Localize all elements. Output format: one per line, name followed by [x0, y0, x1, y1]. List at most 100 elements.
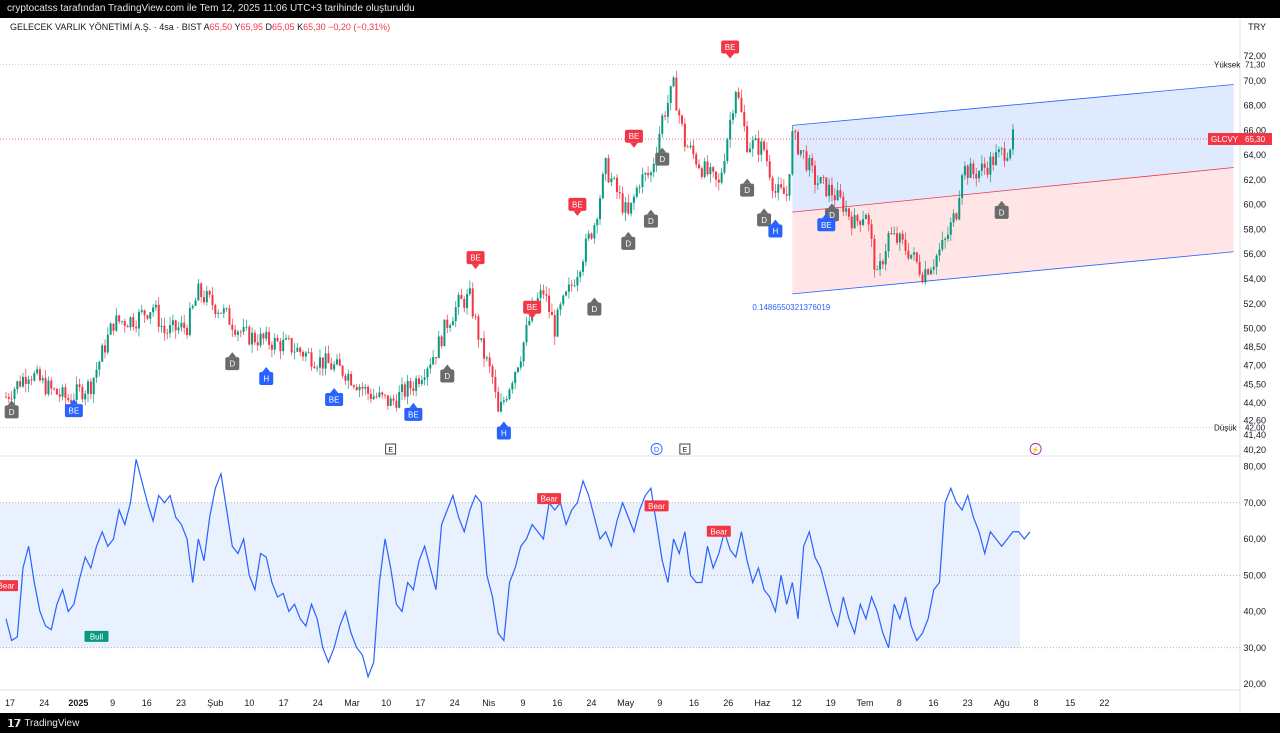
price-tick-label[interactable]: 72,00	[1243, 51, 1266, 61]
candle-body	[522, 342, 525, 362]
candle-body	[873, 238, 876, 270]
time-tick-label: 17	[5, 698, 15, 708]
signal-arrow	[330, 388, 339, 394]
time-tick-label: 10	[244, 698, 254, 708]
signal-arrow	[528, 313, 537, 319]
tradingview-logo[interactable]: 𝟭𝟳 TradingView	[7, 717, 79, 730]
price-tick-label[interactable]: 66,00	[1243, 125, 1266, 135]
time-tick-label: Nis	[482, 698, 495, 708]
candle-body	[681, 115, 684, 124]
candle-body	[765, 149, 768, 162]
signal-label: D	[744, 186, 750, 195]
candle-body	[864, 214, 867, 220]
candle-body	[251, 332, 254, 345]
signal-box	[817, 218, 836, 232]
signal-box	[4, 405, 19, 419]
candle-body	[500, 401, 503, 412]
candle-body	[302, 352, 305, 357]
candle-body	[285, 338, 288, 340]
price-tick-label[interactable]: 45,50	[1243, 379, 1266, 389]
candle-body	[378, 392, 381, 397]
time-tick-label: Şub	[207, 698, 223, 708]
candle-body	[225, 308, 228, 310]
signal-arrow	[997, 200, 1006, 206]
price-tick-label[interactable]: 68,00	[1243, 101, 1266, 111]
price-tick-label[interactable]: 62,00	[1243, 175, 1266, 185]
time-tick-label: Haz	[754, 698, 771, 708]
candle-body	[358, 386, 361, 391]
price-tick-label[interactable]: 70,00	[1243, 76, 1266, 86]
candle-body	[152, 307, 155, 313]
candle-body	[417, 378, 420, 385]
price-tick-label[interactable]: 64,00	[1243, 150, 1266, 160]
rsi-signal-label: Bear	[541, 495, 558, 504]
signal-arrow	[262, 366, 271, 372]
candle-body	[582, 261, 585, 272]
channel-lower-line	[792, 251, 1234, 295]
time-tick-label: 17	[279, 698, 289, 708]
candle-body	[570, 284, 573, 286]
price-tick-label[interactable]: 41,40	[1243, 430, 1266, 440]
candle-body	[630, 202, 633, 214]
time-tick-label: 24	[586, 698, 596, 708]
chart-canvas[interactable]: 72,00 70,00 68,00 66,00 64,00 62,00 60,00 58,00…	[0, 18, 1280, 713]
price-tick-label[interactable]: 60,00	[1243, 200, 1266, 210]
price-tick-label[interactable]: 50,00	[1243, 324, 1266, 334]
price-tick-label[interactable]: 58,00	[1243, 224, 1266, 234]
price-tick-label[interactable]: 44,00	[1243, 398, 1266, 408]
signal-arrow	[743, 178, 752, 184]
price-tick-label[interactable]: 48,50	[1243, 342, 1266, 352]
candle-body	[941, 239, 944, 250]
candle-body	[780, 184, 783, 188]
candle-body	[596, 219, 599, 226]
candle-body	[565, 291, 568, 296]
candle-body	[830, 184, 833, 196]
signal-arrow	[573, 210, 582, 216]
time-tick-label: 16	[689, 698, 699, 708]
candle-body	[268, 331, 271, 345]
candle-body	[511, 383, 514, 390]
candles-group	[5, 70, 1014, 413]
candle-body	[200, 283, 203, 298]
price-tick-label[interactable]: 56,00	[1243, 249, 1266, 259]
legend-close: 65,30	[303, 22, 326, 32]
candle-body	[842, 196, 845, 212]
signal-box	[225, 357, 240, 371]
event-marker	[385, 443, 397, 455]
candle-body	[712, 167, 715, 172]
candle-body	[601, 174, 604, 199]
rsi-tick-label: 30,00	[1243, 643, 1266, 653]
candle-body	[734, 91, 737, 114]
price-tick-label[interactable]: 40,20	[1243, 445, 1266, 455]
legend-close-label: K	[297, 22, 304, 32]
signal-label: BE	[629, 132, 640, 141]
time-tick-label: 9	[110, 698, 115, 708]
rsi-tick-label: 70,00	[1243, 498, 1266, 508]
signal-label: BE	[69, 407, 80, 416]
candle-body	[802, 150, 805, 152]
signal-label: BE	[572, 200, 583, 209]
candle-body	[955, 213, 958, 220]
chart-panel[interactable]: 72,00 70,00 68,00 66,00 64,00 62,00 60,00 58,00…	[0, 18, 1280, 713]
candle-body	[259, 333, 262, 346]
price-tick-label[interactable]: 42,60	[1243, 415, 1266, 425]
candle-body	[952, 213, 955, 223]
price-tick-label[interactable]: 47,00	[1243, 361, 1266, 371]
candle-body	[666, 103, 669, 117]
candle-body	[214, 305, 217, 314]
candle-body	[236, 331, 239, 335]
signal-box	[325, 393, 344, 407]
price-tick-label[interactable]: 52,00	[1243, 299, 1266, 309]
price-tick-label[interactable]: 54,00	[1243, 274, 1266, 284]
candle-body	[610, 178, 613, 183]
candle-body	[992, 156, 995, 166]
candle-body	[61, 387, 64, 397]
time-tick-label: 15	[1065, 698, 1075, 708]
candle-body	[451, 321, 454, 326]
candle-body	[112, 323, 115, 331]
level-label: Yüksek	[1214, 61, 1241, 70]
candle-body	[27, 379, 30, 384]
candle-body	[644, 173, 647, 175]
candle-body	[120, 321, 123, 323]
signal-box	[404, 407, 423, 421]
